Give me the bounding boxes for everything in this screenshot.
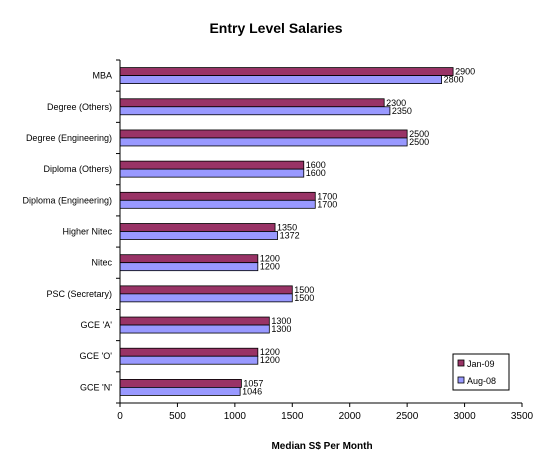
- x-tick-label-0: 0: [117, 411, 123, 422]
- data-label-mba-aug-08: 2800: [444, 75, 464, 85]
- legend-swatch-jan-09: [457, 359, 465, 367]
- y-tick-label-psc-secretary: PSC (Secretary): [46, 289, 112, 299]
- bar-degree-engineering-jan-09: [119, 129, 408, 139]
- x-tick-label-3000: 3000: [453, 411, 476, 422]
- y-tick-label-degree-engineering: Degree (Engineering): [26, 133, 112, 143]
- data-label-degree-engineering-jan-09: 2500: [409, 129, 429, 139]
- bar-diploma-others-aug-08: [119, 168, 305, 178]
- x-tick-label-1500: 1500: [281, 411, 304, 422]
- data-label-psc-secretary-aug-08: 1500: [294, 293, 314, 303]
- bar-diploma-others-jan-09: [119, 160, 305, 170]
- data-label-higher-nitec-aug-08: 1372: [280, 231, 300, 241]
- data-label-higher-nitec-jan-09: 1350: [277, 223, 297, 233]
- chart-title: Entry Level Salaries: [209, 20, 342, 36]
- data-label-mba-jan-09: 2900: [455, 67, 475, 77]
- bar-degree-others-aug-08: [119, 106, 391, 116]
- bar-gce-o-jan-09: [119, 347, 259, 357]
- data-label-diploma-engineering-jan-09: 1700: [317, 191, 337, 201]
- bar-mba-aug-08: [119, 75, 443, 84]
- data-label-psc-secretary-jan-09: 1500: [294, 285, 314, 295]
- data-label-gce-n-aug-08: 1046: [242, 386, 262, 396]
- y-tick-label-gce-a: GCE 'A': [81, 320, 113, 330]
- bar-psc-secretary-jan-09: [119, 285, 293, 295]
- data-label-diploma-others-jan-09: 1600: [306, 160, 326, 170]
- y-tick-label-gce-o: GCE 'O': [80, 351, 113, 361]
- axes-layer: MBA Degree (Others) Degree (Engineering) Di…: [22, 59, 534, 422]
- bar-higher-nitec-aug-08: [119, 231, 278, 240]
- bar-degree-others-jan-09: [119, 98, 385, 108]
- bar-gce-n-jan-09: [119, 379, 242, 388]
- data-label-gce-o-aug-08: 1200: [260, 355, 280, 365]
- bar-gce-o-aug-08: [119, 355, 259, 365]
- data-label-degree-engineering-aug-08: 2500: [409, 137, 429, 147]
- legend-swatch-aug-08: [457, 376, 465, 384]
- data-label-gce-a-aug-08: 1300: [271, 324, 291, 334]
- x-tick-label-2500: 2500: [396, 411, 419, 422]
- y-tick-label-mba: MBA: [92, 71, 112, 81]
- y-tick-label-diploma-engineering: Diploma (Engineering): [22, 195, 112, 205]
- bar-nitec-jan-09: [119, 254, 259, 264]
- legend: Jan-09 Aug-08: [452, 353, 510, 391]
- x-axis-title: Median S$ Per Month: [271, 441, 372, 452]
- data-label-gce-o-jan-09: 1200: [260, 347, 280, 357]
- bar-gce-a-jan-09: [119, 316, 270, 326]
- x-tick-label-1000: 1000: [224, 411, 247, 422]
- bar-diploma-engineering-jan-09: [119, 191, 316, 201]
- data-label-gce-n-jan-09: 1057: [243, 378, 263, 388]
- legend-label-aug-08: Aug-08: [467, 376, 496, 386]
- legend-label-jan-09: Jan-09: [467, 359, 495, 369]
- bar-psc-secretary-aug-08: [119, 293, 293, 303]
- x-tick-label-500: 500: [169, 411, 186, 422]
- data-label-diploma-others-aug-08: 1600: [306, 168, 326, 178]
- data-label-diploma-engineering-aug-08: 1700: [317, 199, 337, 209]
- y-tick-label-nitec: Nitec: [91, 258, 112, 268]
- bar-higher-nitec-jan-09: [119, 223, 276, 232]
- y-tick-label-higher-nitec: Higher Nitec: [62, 227, 112, 237]
- y-tick-label-diploma-others: Diploma (Others): [43, 164, 112, 174]
- x-tick-label-2000: 2000: [339, 411, 362, 422]
- y-tick-label-degree-others: Degree (Others): [47, 102, 112, 112]
- y-tick-label-gce-n: GCE 'N': [80, 382, 112, 392]
- data-label-nitec-jan-09: 1200: [260, 254, 280, 264]
- data-label-nitec-aug-08: 1200: [260, 262, 280, 272]
- data-label-degree-others-jan-09: 2300: [386, 98, 406, 108]
- bar-diploma-engineering-aug-08: [119, 199, 316, 209]
- bar-gce-n-aug-08: [119, 387, 241, 396]
- bar-nitec-aug-08: [119, 262, 259, 272]
- x-tick-label-3500: 3500: [511, 411, 534, 422]
- data-label-degree-others-aug-08: 2350: [392, 106, 412, 116]
- bar-gce-a-aug-08: [119, 324, 270, 334]
- bar-degree-engineering-aug-08: [119, 137, 408, 147]
- data-label-gce-a-jan-09: 1300: [271, 316, 291, 326]
- bar-mba-jan-09: [119, 67, 454, 76]
